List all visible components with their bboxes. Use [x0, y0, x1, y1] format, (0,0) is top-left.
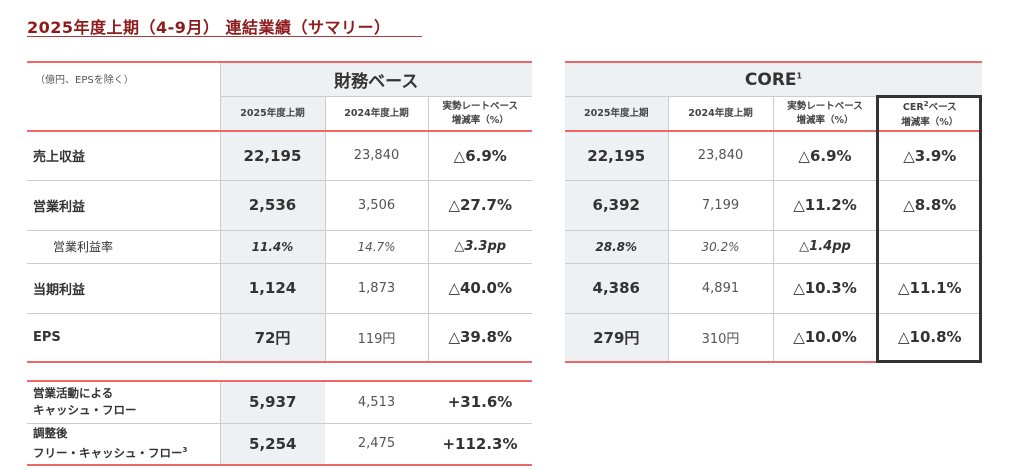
- row-label: 営業利益率: [27, 230, 221, 264]
- header-line2: 増減率（%）: [451, 114, 509, 126]
- header-line2: 増減率（%）: [796, 114, 854, 126]
- col-header-cer-change: CER2ベース増減率（%）: [877, 97, 982, 132]
- group-header-core: CORE1: [565, 62, 983, 97]
- value-previous: 4,891: [668, 263, 774, 314]
- value-change: △10.0%: [773, 313, 878, 363]
- value-previous: 23,840: [325, 131, 429, 181]
- value-cer-change: △11.1%: [877, 263, 983, 314]
- value-change: △39.8%: [428, 313, 532, 363]
- footnote-mark: 3: [182, 446, 188, 455]
- value-change: △11.2%: [773, 180, 878, 231]
- value-previous: 4,513: [325, 381, 428, 424]
- table-row: 279円 310円 △10.0% △10.8%: [565, 313, 983, 363]
- value-current: 72円: [220, 313, 326, 363]
- value-cer-change: [877, 230, 983, 264]
- value-current: 279円: [565, 313, 669, 363]
- cashflow-table: 営業活動によるキャッシュ・フロー 5,937 4,513 +31.6% 調整後フ…: [27, 380, 532, 466]
- value-change: △27.7%: [428, 180, 532, 231]
- value-current: 28.8%: [565, 230, 669, 264]
- header-line1: 実勢レートベース: [442, 100, 519, 112]
- row-label: 営業活動によるキャッシュ・フロー: [27, 381, 221, 424]
- table-row: EPS 72円 119円 △39.8%: [27, 313, 532, 363]
- row-label: 営業利益: [27, 180, 221, 231]
- table-row: 売上収益 22,195 23,840 △6.9%: [27, 131, 532, 181]
- value-previous: 7,199: [668, 180, 774, 231]
- value-change: △1.4pp: [773, 230, 878, 264]
- unit-note: （億円、EPSを除く）: [27, 62, 220, 132]
- page-title: 2025年度上期（4-9月） 連結業績（サマリー）: [27, 18, 391, 37]
- value-cer-change: △3.9%: [877, 131, 983, 181]
- header-line2: 増減率（%）: [901, 116, 959, 128]
- row-label: 当期利益: [27, 263, 221, 314]
- label-line1: 営業活動による: [33, 386, 114, 401]
- financial-base-table: （億円、EPSを除く） 財務ベース 2025年度上期 2024年度上期 実勢レー…: [27, 61, 532, 363]
- value-previous: 30.2%: [668, 230, 774, 264]
- value-previous: 119円: [325, 313, 429, 363]
- label-line2: キャッシュ・フロー: [33, 403, 137, 418]
- value-change: △6.9%: [773, 131, 878, 181]
- value-current: 6,392: [565, 180, 669, 231]
- value-change: +112.3%: [428, 423, 532, 466]
- footnote-mark: 2: [923, 100, 929, 109]
- value-previous: 14.7%: [325, 230, 429, 264]
- table-row: 28.8% 30.2% △1.4pp: [565, 230, 983, 264]
- table-row: 営業利益 2,536 3,506 △27.7%: [27, 180, 532, 231]
- row-label: 調整後フリー・キャッシュ・フロー3: [27, 423, 221, 466]
- value-cer-change: △8.8%: [877, 180, 983, 231]
- group-header-financial: 財務ベース: [219, 62, 532, 97]
- table-row: 6,392 7,199 △11.2% △8.8%: [565, 180, 983, 231]
- label-line1: 調整後: [33, 426, 68, 441]
- table-row: 営業活動によるキャッシュ・フロー 5,937 4,513 +31.6%: [27, 381, 532, 424]
- value-previous: 2,475: [325, 423, 428, 466]
- value-change: △6.9%: [428, 131, 532, 181]
- value-current: 5,937: [220, 381, 325, 424]
- value-previous: 23,840: [668, 131, 774, 181]
- value-current: 5,254: [220, 423, 325, 466]
- col-header-change: 実勢レートベース 増減率（%）: [428, 97, 532, 132]
- core-table: CORE1 2025年度上期 2024年度上期 実勢レートベース 増減率（%） C…: [565, 61, 983, 363]
- row-label: EPS: [27, 313, 221, 363]
- table-row: 22,195 23,840 △6.9% △3.9%: [565, 131, 983, 181]
- table-row: 調整後フリー・キャッシュ・フロー3 5,254 2,475 +112.3%: [27, 423, 532, 466]
- core-label: CORE: [744, 69, 797, 90]
- value-current: 11.4%: [220, 230, 326, 264]
- header-base: ベース: [928, 102, 957, 114]
- title-underline: [27, 36, 422, 37]
- header-cer: CER: [902, 102, 924, 114]
- value-previous: 310円: [668, 313, 774, 363]
- value-previous: 3,506: [325, 180, 429, 231]
- value-current: 4,386: [565, 263, 669, 314]
- footnote-mark: 1: [796, 70, 803, 80]
- row-label: 売上収益: [27, 131, 221, 181]
- value-change: △10.3%: [773, 263, 878, 314]
- value-current: 1,124: [220, 263, 326, 314]
- label-line2: フリー・キャッシュ・フロー: [33, 446, 183, 461]
- value-previous: 1,873: [325, 263, 429, 314]
- table-row: 4,386 4,891 △10.3% △11.1%: [565, 263, 983, 314]
- col-header-change: 実勢レートベース 増減率（%）: [773, 96, 878, 131]
- header-line1: 実勢レートベース: [787, 100, 863, 112]
- value-current: 2,536: [220, 180, 326, 231]
- col-header-previous: 2024年度上期: [325, 96, 429, 131]
- table-row: 営業利益率 11.4% 14.7% △3.3pp: [27, 230, 532, 264]
- value-current: 22,195: [220, 131, 326, 181]
- col-header-current: 2025年度上期: [565, 96, 669, 131]
- col-header-current: 2025年度上期: [219, 96, 326, 131]
- col-header-previous: 2024年度上期: [668, 96, 774, 131]
- value-cer-change: △10.8%: [877, 313, 983, 363]
- value-current: 22,195: [565, 131, 669, 181]
- value-change: △3.3pp: [428, 230, 532, 264]
- value-change: +31.6%: [428, 381, 532, 424]
- table-row: 当期利益 1,124 1,873 △40.0%: [27, 263, 532, 314]
- value-change: △40.0%: [428, 263, 532, 314]
